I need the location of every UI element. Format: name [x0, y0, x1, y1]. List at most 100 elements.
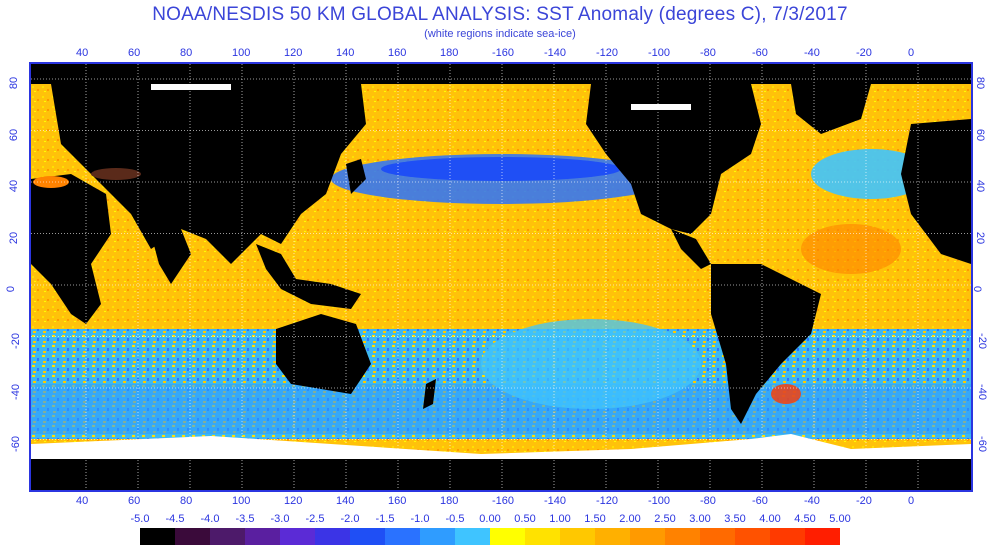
latitude-label: 20 — [974, 231, 987, 244]
latitude-label: -40 — [9, 384, 22, 400]
longitude-label: 140 — [336, 495, 355, 507]
longitude-label: -80 — [700, 495, 716, 507]
latitude-label: 40 — [974, 179, 987, 193]
latitude-label: 80 — [8, 76, 21, 90]
colorbar-swatch — [770, 528, 805, 545]
latitude-label: 40 — [8, 179, 21, 193]
longitude-label: 120 — [284, 495, 303, 507]
colorbar-swatch — [280, 528, 315, 545]
colorbar-tick-label: 2.00 — [619, 513, 641, 525]
north-pacific-cool-core — [381, 157, 621, 181]
map-title: NOAA/NESDIS 50 KM GLOBAL ANALYSIS: SST A… — [152, 4, 848, 25]
colorbar-tick-label: 4.50 — [794, 513, 816, 525]
longitude-label: -40 — [804, 47, 820, 59]
colorbar-swatch — [455, 528, 490, 545]
longitude-label: 60 — [128, 47, 141, 59]
latitude-label: -40 — [975, 384, 988, 400]
longitude-label: -120 — [596, 495, 619, 507]
southern-ocean-deep-cool — [31, 384, 971, 434]
longitude-label: 140 — [336, 47, 355, 59]
longitude-label: 100 — [232, 47, 251, 59]
longitude-label: -20 — [856, 495, 872, 507]
arctic-land — [31, 64, 971, 84]
colorbar-tick-label: 3.00 — [689, 513, 711, 525]
colorbar-swatch — [315, 528, 350, 545]
longitude-label: -100 — [648, 495, 671, 507]
colorbar-swatch — [245, 528, 280, 545]
colorbar-tick-label: -2.5 — [305, 513, 325, 525]
longitude-label: 100 — [232, 495, 251, 507]
colorbar-swatch — [385, 528, 420, 545]
new-zealand-landmass — [423, 379, 436, 409]
latitude-label: 0 — [5, 285, 18, 293]
colorbar-swatch — [350, 528, 385, 545]
colorbar-swatch — [140, 528, 175, 545]
colorbar-swatch — [805, 528, 840, 545]
colorbar-swatch — [560, 528, 595, 545]
colorbar-tick-label: -3.5 — [235, 513, 255, 525]
longitude-label: 0 — [908, 47, 915, 59]
longitude-label: 80 — [180, 47, 193, 59]
sst-anomaly-map — [29, 62, 973, 492]
map-subtitle: (white regions indicate sea-ice) — [424, 28, 576, 40]
latitude-label: -20 — [975, 332, 988, 349]
colorbar-tick-label: 1.00 — [549, 513, 571, 525]
longitude-label: -60 — [752, 47, 768, 59]
arctic-sea-ice-west — [151, 84, 231, 90]
colorbar-swatch — [700, 528, 735, 545]
longitude-label: 180 — [440, 47, 459, 59]
colorbar-swatch — [175, 528, 210, 545]
eurasia-landmass — [51, 84, 366, 264]
longitude-label: -60 — [752, 495, 768, 507]
longitude-label: -100 — [648, 47, 671, 59]
colorbar-swatch — [525, 528, 560, 545]
graticule — [31, 64, 971, 490]
black-sea-warm — [33, 176, 69, 188]
colorbar-tick-label: -5.0 — [130, 513, 150, 525]
africa-east-landmass — [31, 174, 111, 324]
longitude-label: -140 — [544, 495, 567, 507]
latitude-label: -60 — [9, 435, 22, 452]
australia-landmass — [276, 314, 371, 394]
longitude-label: -160 — [492, 495, 515, 507]
north-atlantic-warm — [801, 224, 901, 274]
longitude-label: -140 — [544, 47, 567, 59]
colorbar-tick-label: -0.5 — [445, 513, 465, 525]
colorbar-tick-label: 0.00 — [479, 513, 501, 525]
colorbar-swatch — [210, 528, 245, 545]
land-masses — [31, 84, 971, 424]
arctic-sea-ice-east — [631, 104, 691, 110]
colorbar-tick-label: 4.00 — [759, 513, 781, 525]
colorbar-tick-label: -3.0 — [270, 513, 290, 525]
longitude-label: -40 — [804, 495, 820, 507]
colorbar-tick-label: 2.50 — [654, 513, 676, 525]
greenland-landmass — [791, 84, 871, 134]
colorbar-tick-label: -1.5 — [375, 513, 395, 525]
caspian-sea — [91, 168, 141, 180]
longitude-label: 60 — [128, 495, 141, 507]
latitude-label: 60 — [974, 128, 987, 141]
colorbar-swatch — [630, 528, 665, 545]
colorbar — [140, 528, 840, 545]
longitude-label: 40 — [76, 47, 89, 59]
longitude-label: 40 — [76, 495, 89, 507]
colorbar-swatch — [420, 528, 455, 545]
longitude-label: 80 — [180, 495, 193, 507]
colorbar-tick-label: -1.0 — [410, 513, 430, 525]
colorbar-tick-label: -4.0 — [200, 513, 220, 525]
europe-africa-west-landmass — [901, 119, 971, 264]
southeast-asia-landmass — [256, 244, 361, 309]
latitude-label: 80 — [974, 76, 987, 90]
south-atlantic-warm-eddy — [771, 384, 801, 404]
latitude-label: -60 — [975, 435, 988, 452]
japan-landmass — [346, 159, 366, 194]
colorbar-tick-label: 0.50 — [514, 513, 536, 525]
colorbar-swatch — [735, 528, 770, 545]
colorbar-swatch — [665, 528, 700, 545]
latitude-label: 60 — [8, 128, 21, 141]
colorbar-tick-label: 5.00 — [829, 513, 851, 525]
longitude-label: 120 — [284, 47, 303, 59]
latitude-label: -20 — [9, 332, 22, 349]
antarctica-landmass — [31, 459, 971, 490]
longitude-label: 160 — [388, 495, 407, 507]
